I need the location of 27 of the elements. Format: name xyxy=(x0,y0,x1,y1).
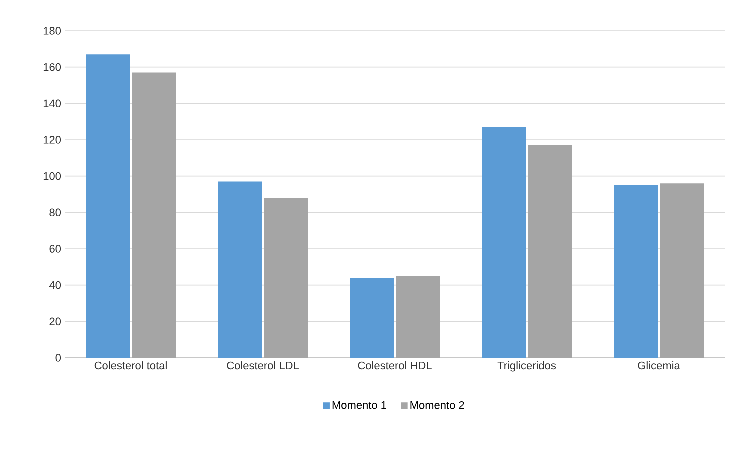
x-tick-label: Colesterol LDL xyxy=(227,362,299,370)
x-tick-label: Glicemia xyxy=(638,362,680,370)
y-tick-label: 160 xyxy=(44,63,62,72)
y-tick-label: 180 xyxy=(44,27,62,35)
bar xyxy=(660,184,704,358)
bar xyxy=(482,127,526,358)
x-tick-label: Colesterol total xyxy=(94,362,167,370)
bar xyxy=(528,145,572,358)
bar xyxy=(86,54,130,358)
y-tick-label: 0 xyxy=(56,354,62,362)
x-tick-label: Colesterol HDL xyxy=(358,362,432,370)
y-tick-label: 100 xyxy=(44,172,62,180)
bar xyxy=(218,182,262,358)
y-tick-label: 80 xyxy=(50,208,62,217)
bar xyxy=(132,72,176,358)
legend-label: Momento 2 xyxy=(410,401,464,410)
bar xyxy=(350,278,394,358)
y-tick-label: 140 xyxy=(44,100,62,108)
y-tick-label: 40 xyxy=(49,281,62,290)
bar xyxy=(264,198,308,358)
bar xyxy=(396,276,440,358)
legend-label: Momento 1 xyxy=(332,402,386,410)
x-tick-label: Trigliceridos xyxy=(498,362,556,372)
y-tick-label: 60 xyxy=(50,245,62,253)
bar xyxy=(614,185,658,358)
y-tick-label: 20 xyxy=(50,318,62,326)
y-tick-label: 120 xyxy=(44,136,62,144)
